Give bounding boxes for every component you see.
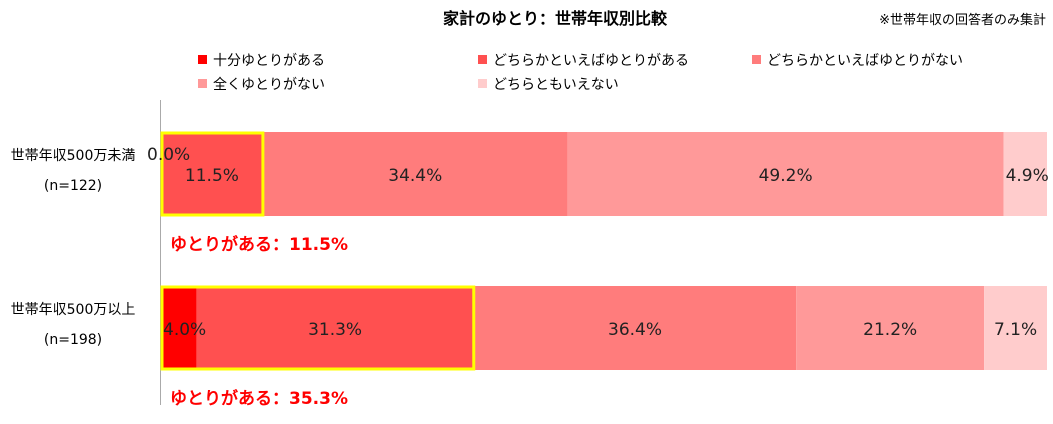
legend-swatch <box>752 55 761 64</box>
category-n-label: (n=122) <box>44 178 102 194</box>
category-n-label: (n=198) <box>44 332 102 348</box>
chart-title: 家計のゆとり：世帯年収別比較 <box>443 9 668 28</box>
legend-label: どちらともいえない <box>493 77 619 93</box>
value-label: 11.5% <box>185 166 239 186</box>
category-label: 世帯年収500万以上 <box>11 302 136 318</box>
bars: 世帯年収500万未満 (n=122) 0.0%11.5% 34.4% 49.2% 4.9%… <box>11 131 1049 409</box>
bar-segment <box>262 132 568 216</box>
bar-segment <box>473 286 797 370</box>
value-label: 31.3% <box>308 320 362 340</box>
value-label: 34.4% <box>388 166 442 186</box>
highlight-box <box>160 131 265 217</box>
legend-label: 全くゆとりがない <box>213 76 325 93</box>
callout-label: ゆとりがある：11.5% <box>170 234 348 255</box>
legend-label: 十分ゆとりがある <box>213 53 325 69</box>
highlight-box <box>160 285 476 371</box>
bar-segment <box>567 132 1004 216</box>
legend-swatch <box>478 79 487 88</box>
value-label: 21.2% <box>863 320 917 340</box>
legend-label: どちらかといえばゆとりがない <box>767 53 963 69</box>
category-label: 世帯年収500万未満 <box>11 148 136 164</box>
value-label: 36.4% <box>608 320 662 340</box>
chart-note: ※世帯年収の回答者のみ集計 <box>879 12 1046 28</box>
legend: 十分ゆとりがある どちらかといえばゆとりがある どちらかといえばゆとりがない全くゆと… <box>198 53 963 93</box>
value-label: 4.0% <box>163 320 206 340</box>
legend-swatch <box>198 55 207 64</box>
legend-swatch <box>478 55 487 64</box>
bar-segment <box>196 286 474 370</box>
value-label: 49.2% <box>759 166 813 186</box>
bar-segment <box>161 132 263 216</box>
bar-segment <box>161 286 197 370</box>
bar-segment <box>1003 132 1047 216</box>
value-label: 4.9% <box>1006 166 1049 186</box>
callout-label: ゆとりがある：35.3% <box>170 388 348 409</box>
bar-segment <box>796 286 985 370</box>
bar-segment <box>984 286 1047 370</box>
value-label: 7.1% <box>994 320 1037 340</box>
legend-swatch <box>198 79 207 88</box>
legend-label: どちらかといえばゆとりがある <box>493 53 689 69</box>
value-label: 0.0% <box>147 145 190 165</box>
